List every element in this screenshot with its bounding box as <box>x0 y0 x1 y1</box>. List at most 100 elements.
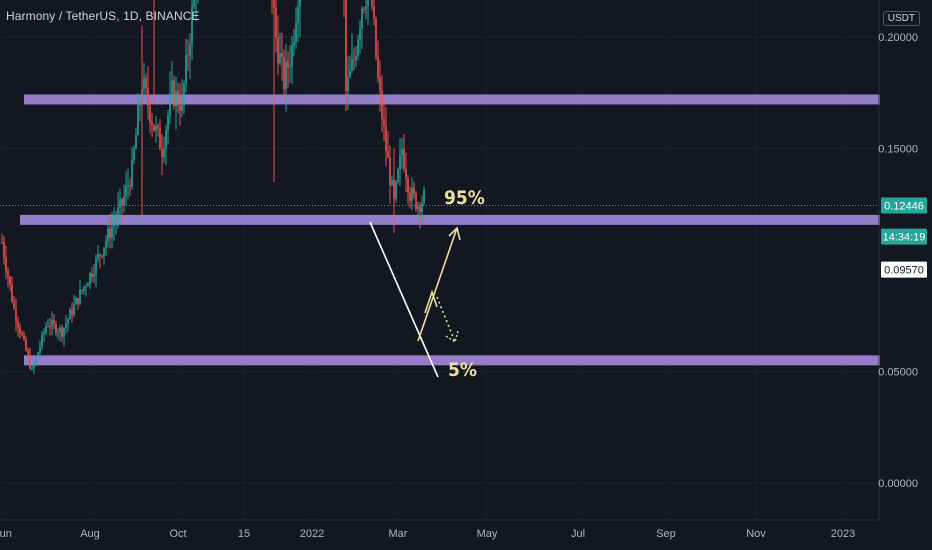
candle-body <box>9 276 11 285</box>
candle-body <box>355 56 357 61</box>
candle-body <box>389 157 391 186</box>
candle-body <box>127 185 129 187</box>
currency-label[interactable]: USDT <box>882 11 920 26</box>
candle-body <box>55 323 57 333</box>
candle-body <box>19 327 21 334</box>
candle-body <box>75 298 77 305</box>
price-tag-label: 14:34:19 <box>883 232 926 244</box>
candle-body <box>193 0 195 7</box>
x-tick-label: Aug <box>80 528 100 540</box>
candle-body <box>349 70 351 78</box>
candle-body <box>419 206 421 212</box>
trend-line[interactable] <box>369 221 439 378</box>
candle-body <box>375 18 377 58</box>
time-axis[interactable]: Jun Aug Oct 15 2022 Mar May Jul Sep Nov 2023 <box>0 528 855 540</box>
support-resistance-zones[interactable] <box>20 0 880 366</box>
candle-body <box>403 149 405 169</box>
candle-body <box>11 284 13 302</box>
candle-body <box>183 83 185 97</box>
candle-body <box>3 242 5 258</box>
candle-body <box>409 192 411 201</box>
candle-body <box>283 56 285 90</box>
candle-body <box>27 350 29 356</box>
candle-body <box>47 325 49 327</box>
price-axis[interactable]: 0.400000.350000.300000.250000.200000.150… <box>878 0 918 490</box>
candle-body <box>103 247 105 256</box>
bullish-arrow-head[interactable] <box>448 226 461 241</box>
price-tag-label: 0.09570 <box>884 265 924 277</box>
bearish-dotted-line[interactable] <box>436 296 456 343</box>
candle-body <box>51 320 53 327</box>
candle-body <box>25 339 27 351</box>
candle-body <box>359 28 361 40</box>
candle-body <box>299 0 301 7</box>
candle-body <box>7 270 9 277</box>
candle-body <box>91 273 93 277</box>
candle-body <box>405 168 407 179</box>
candle-body <box>117 207 119 220</box>
candle-body <box>287 61 289 68</box>
candle-body <box>1 242 3 244</box>
x-tick-label: Nov <box>746 528 766 540</box>
candle-body <box>87 284 89 287</box>
candle-body <box>153 125 155 131</box>
candle-body <box>421 202 423 212</box>
candle-body <box>61 327 63 337</box>
candle-body <box>159 127 161 150</box>
candle-body <box>71 310 73 315</box>
candle-body <box>111 226 113 238</box>
candle-body <box>133 148 135 161</box>
candle-body <box>101 255 103 257</box>
candle-body <box>189 44 191 56</box>
candle-body <box>59 327 61 333</box>
candle-body <box>21 333 23 336</box>
candle-body <box>187 54 189 56</box>
candle-body <box>277 37 279 63</box>
candle-body <box>377 57 379 78</box>
candle-body <box>175 91 177 107</box>
price-tag-box <box>881 228 927 245</box>
zone-band[interactable] <box>20 214 880 225</box>
mid-arrow-head[interactable] <box>424 289 438 314</box>
candle-body <box>63 327 65 337</box>
candle-body <box>53 320 55 324</box>
candle-body <box>423 190 425 203</box>
candle-body <box>291 45 293 67</box>
zone-band[interactable] <box>24 355 880 366</box>
user-drawings[interactable]: 95% 5% <box>369 187 485 381</box>
candle-body <box>165 130 167 149</box>
candle-body <box>391 180 393 186</box>
price-tag-box <box>881 261 927 278</box>
x-tick-label: Jul <box>571 528 585 540</box>
x-tick-label: Oct <box>169 528 186 540</box>
bullish-arrow-line[interactable] <box>417 227 458 342</box>
candle-body <box>135 134 137 149</box>
zone-band[interactable] <box>24 94 880 105</box>
candle-body <box>353 59 355 61</box>
candle-body <box>123 196 125 206</box>
candle-body <box>177 91 179 106</box>
candle-body <box>367 0 369 7</box>
candle-body <box>105 240 107 248</box>
candle-body <box>99 254 101 256</box>
candle-body <box>401 149 403 155</box>
annotation-5-percent[interactable]: 5% <box>448 359 477 381</box>
candle-body <box>65 323 67 328</box>
candle-body <box>15 308 17 322</box>
candle-body <box>109 228 111 238</box>
candle-body <box>407 178 409 193</box>
candle-body <box>415 193 417 209</box>
candle-body <box>95 258 97 275</box>
annotation-95-percent[interactable]: 95% <box>444 187 485 209</box>
candle-body <box>49 325 51 327</box>
candle-body <box>181 96 183 111</box>
candle-body <box>417 206 419 209</box>
candle-body <box>107 228 109 241</box>
x-tick-label: May <box>477 528 498 540</box>
price-tag-label: 0.12446 <box>884 200 924 212</box>
candle-body <box>149 106 151 123</box>
candle-body <box>411 187 413 201</box>
